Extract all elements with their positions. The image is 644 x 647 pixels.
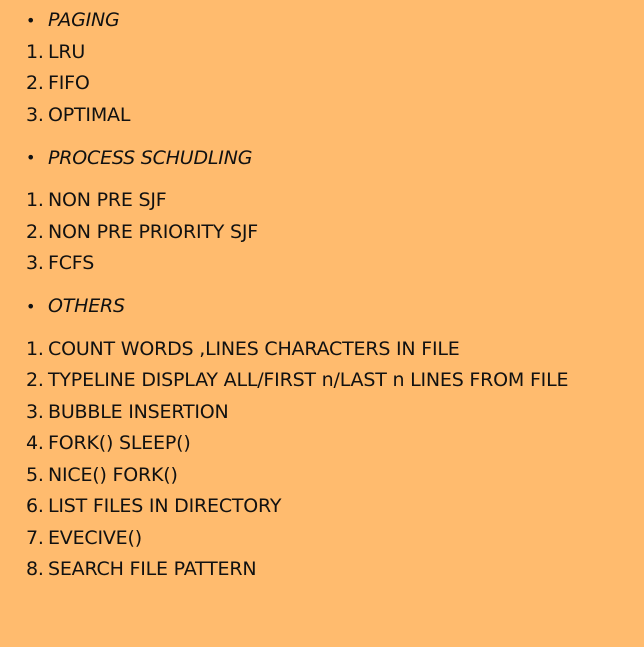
bullet-icon: • — [26, 10, 36, 30]
item-number: 6. — [26, 495, 44, 518]
section-heading-others: • OTHERS — [26, 295, 644, 317]
item-number: 2. — [26, 72, 44, 95]
item-text: COUNT WORDS ,LINES CHARACTERS IN FILE — [48, 337, 460, 360]
list-item: 5. NICE() FORK() — [26, 459, 644, 491]
process-scheduling-list: 1. NON PRE SJF 2. NON PRE PRIORITY SJF 3… — [26, 185, 644, 280]
item-text: OPTIMAL — [48, 103, 131, 126]
item-number: 4. — [26, 432, 44, 455]
bullet-icon: • — [26, 148, 36, 167]
item-number: 7. — [26, 526, 44, 549]
list-item: 7. EVECIVE() — [26, 522, 644, 554]
item-number: 2. — [26, 220, 44, 243]
item-text: SEARCH FILE PATTERN — [48, 558, 257, 581]
item-number: 2. — [26, 369, 44, 392]
list-item: 3. BUBBLE INSERTION — [26, 396, 644, 428]
item-text: LIST FILES IN DIRECTORY — [48, 495, 282, 518]
item-number: 5. — [26, 463, 44, 486]
item-text: LRU — [48, 40, 86, 63]
section-title: PAGING — [48, 9, 120, 31]
item-number: 1. — [26, 189, 44, 212]
list-item: 2. TYPELINE DISPLAY ALL/FIRST n/LAST n L… — [26, 365, 644, 397]
section-title: PROCESS SCHUDLING — [48, 146, 253, 169]
item-text: NON PRE SJF — [48, 189, 167, 212]
item-text: NICE() FORK() — [48, 463, 178, 486]
item-text: FORK() SLEEP() — [48, 432, 191, 455]
list-item: 1. LRU — [26, 36, 644, 68]
list-item: 4. FORK() SLEEP() — [26, 428, 644, 460]
section-title: OTHERS — [48, 295, 125, 317]
list-item: 6. LIST FILES IN DIRECTORY — [26, 491, 644, 523]
others-list: 1. COUNT WORDS ,LINES CHARACTERS IN FILE… — [26, 333, 644, 585]
list-item: 3. FCFS — [26, 248, 644, 280]
item-number: 3. — [26, 400, 44, 423]
item-number: 1. — [26, 337, 44, 360]
item-number: 3. — [26, 103, 44, 126]
bullet-icon: • — [26, 296, 36, 316]
list-item: 2. FIFO — [26, 68, 644, 100]
item-number: 8. — [26, 558, 44, 581]
list-item: 8. SEARCH FILE PATTERN — [26, 554, 644, 586]
section-heading-paging: • PAGING — [26, 9, 644, 31]
document-page: • PAGING 1. LRU 2. FIFO 3. OPTIMAL • PRO… — [0, 9, 644, 647]
item-number: 3. — [26, 252, 44, 275]
paging-list: 1. LRU 2. FIFO 3. OPTIMAL — [26, 36, 644, 131]
list-item: 3. OPTIMAL — [26, 99, 644, 131]
item-text: FCFS — [48, 252, 95, 275]
list-item: 1. NON PRE SJF — [26, 185, 644, 217]
list-item: 2. NON PRE PRIORITY SJF — [26, 216, 644, 248]
section-heading-process-scheduling: • PROCESS SCHUDLING — [26, 147, 644, 169]
item-text: FIFO — [48, 72, 90, 95]
item-number: 1. — [26, 40, 44, 63]
item-text: NON PRE PRIORITY SJF — [48, 220, 258, 243]
item-text: TYPELINE DISPLAY ALL/FIRST n/LAST n LINE… — [48, 369, 569, 392]
item-text: BUBBLE INSERTION — [48, 400, 229, 423]
list-item: 1. COUNT WORDS ,LINES CHARACTERS IN FILE — [26, 333, 644, 365]
item-text: EVECIVE() — [48, 526, 142, 549]
